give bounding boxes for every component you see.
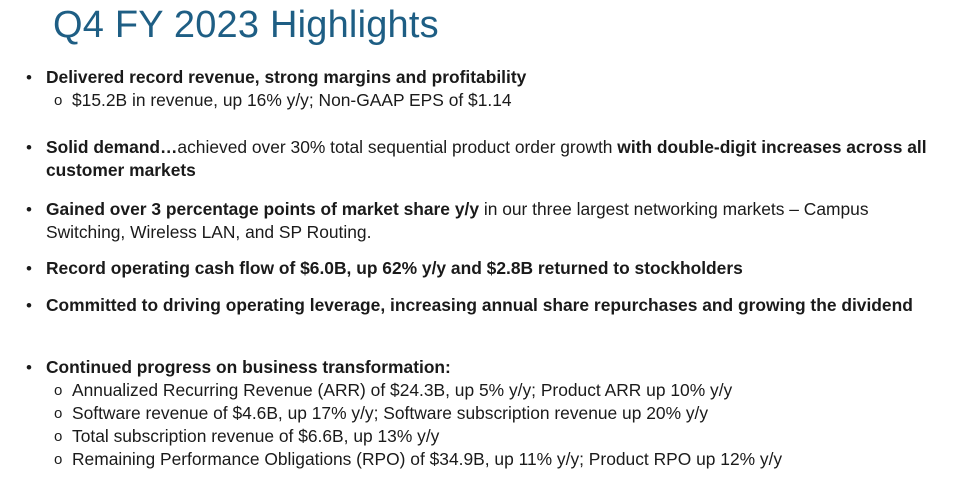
bullet-text: Committed to driving operating leverage,… [46,294,946,317]
sub-bullet-circle: o [54,382,63,399]
bullet-text: Continued progress on business transform… [46,356,946,379]
bullet-text: Gained over 3 percentage points of marke… [46,198,946,244]
bullet-bold-text: Delivered record revenue, strong margins… [46,67,527,87]
bullet-dot: • [26,138,32,157]
bullet-bold-lead: Solid demand… [46,137,178,157]
slide-title: Q4 FY 2023 Highlights [53,4,439,46]
sub-bullet-text: Total subscription revenue of $6.6B, up … [72,426,440,446]
bullet-dot: • [26,259,32,278]
bullet-text: Solid demand…achieved over 30% total seq… [46,136,946,182]
bullet-dot: • [26,296,32,315]
bullet-bold-text: Continued progress on business transform… [46,357,451,377]
bullet-bold-text: Committed to driving operating leverage,… [46,295,913,315]
bullet-normal-text: in our three largest networking markets … [46,199,869,242]
sub-bullet-circle: o [54,428,63,445]
sub-bullet-text: Annualized Recurring Revenue (ARR) of $2… [72,380,733,400]
bullet-text: Record operating cash flow of $6.0B, up … [46,257,946,280]
bullet-bold-tail: with double-digit increases across all c… [46,137,927,180]
sub-bullet-circle: o [54,405,63,422]
bullet-normal-text: achieved over 30% total sequential produ… [177,137,618,157]
sub-bullet-circle: o [54,451,63,468]
bullet-bold-text: Record operating cash flow of $6.0B, up … [46,258,743,278]
sub-bullet-text: Software revenue of $4.6B, up 17% y/y; S… [72,403,709,423]
bullet-dot: • [26,68,32,87]
bullet-text: Delivered record revenue, strong margins… [46,66,946,89]
bullet-dot: • [26,358,32,377]
sub-bullet-circle: o [54,92,63,109]
bullet-dot: • [26,200,32,219]
sub-bullet-text: Remaining Performance Obligations (RPO) … [72,449,783,469]
sub-bullet-text: $15.2B in revenue, up 16% y/y; Non-GAAP … [72,90,512,110]
bullet-bold-lead: Gained over 3 percentage points of marke… [46,199,479,219]
